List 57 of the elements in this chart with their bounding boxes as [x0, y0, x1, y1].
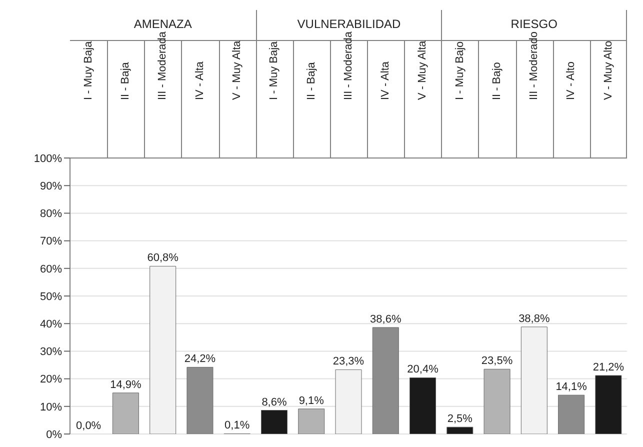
x-tick-label: IV - Alta [380, 60, 392, 100]
x-tick-label: IV - Alta [194, 60, 206, 100]
data-label: 23,5% [481, 355, 513, 368]
x-tick-label: V - Muy Alta [231, 40, 244, 100]
bar [410, 377, 436, 434]
x-tick-label: V - Muy Alto [602, 40, 614, 100]
bar [484, 368, 510, 434]
text: AMENAZA [134, 17, 192, 31]
data-label: 21,2% [592, 361, 624, 374]
text: RIESGO [510, 17, 558, 31]
bar [150, 266, 176, 434]
x-tick-label: I - Muy Baja [268, 40, 280, 100]
data-label: 38,6% [370, 313, 402, 326]
bar [335, 369, 362, 434]
y-tick-label: 40% [40, 318, 62, 331]
data-label: 0,1% [224, 420, 250, 432]
x-tick-label: II - Bajo [490, 62, 503, 100]
x-tick-label: III - Moderado [528, 32, 540, 100]
x-tick-label: I - Muy Baja [82, 40, 94, 100]
bar [558, 394, 585, 434]
data-label: 9,1% [298, 394, 324, 407]
bar [446, 426, 474, 434]
data-label: 8,6% [262, 396, 287, 408]
x-tick-label: II - Baja [305, 61, 318, 100]
bar [372, 327, 399, 434]
data-label: 0,0% [76, 420, 102, 432]
data-label: 2,5% [447, 413, 473, 426]
y-tick-label: 30% [40, 346, 62, 358]
y-tick-label: 100% [34, 152, 62, 165]
data-label: 14,1% [556, 381, 588, 394]
y-tick-label: 20% [40, 374, 62, 386]
x-tick-label: IV - Alto [565, 61, 578, 100]
y-tick-label: 0% [46, 428, 62, 441]
data-label: 38,8% [518, 312, 550, 325]
y-tick-label: 70% [40, 236, 62, 248]
x-tick-label: II - Baja [120, 61, 132, 100]
bar [186, 366, 214, 434]
y-tick-label: 80% [40, 208, 62, 220]
data-label: 24,2% [184, 353, 216, 366]
bar [298, 408, 325, 434]
bar [260, 410, 288, 434]
data-label: 14,9% [110, 378, 142, 391]
y-tick-label: 50% [40, 290, 62, 303]
x-tick-label: V - Muy Alta [416, 40, 429, 100]
bar [595, 375, 622, 434]
x-tick-label: III - Moderada [342, 30, 354, 100]
y-tick-label: 90% [40, 180, 62, 193]
bar [112, 392, 139, 434]
y-tick-label: 10% [40, 401, 62, 414]
data-label: 23,3% [332, 356, 364, 368]
x-tick-label: III - Moderada [156, 30, 169, 100]
bar [520, 326, 548, 434]
data-label: 60,8% [147, 252, 179, 264]
data-label: 20,4% [407, 364, 439, 376]
text: VULNERABILIDAD [297, 17, 401, 31]
x-tick-label: I - Muy Bajo [454, 41, 466, 100]
y-tick-label: 60% [40, 263, 62, 276]
